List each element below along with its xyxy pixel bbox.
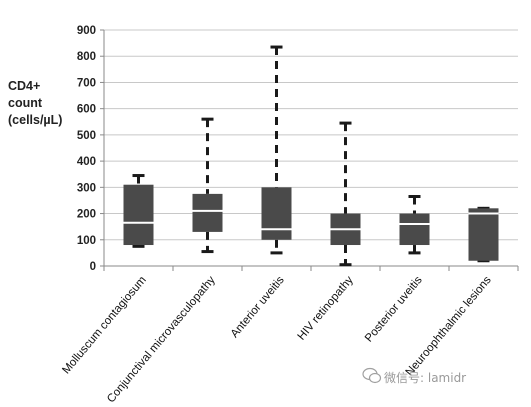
y-tick-label: 200 — [77, 209, 96, 221]
y-tick-label: 500 — [77, 130, 96, 142]
x-tick-label: Conjunctival microvasculopathy — [105, 274, 218, 402]
box-iqr — [261, 187, 292, 240]
y-tick-label: 900 — [77, 25, 96, 37]
y-tick-label: 600 — [77, 104, 96, 116]
y-tick-label: 400 — [77, 156, 96, 168]
x-tick-label: Anterior uveitis — [229, 274, 287, 340]
x-tick-label: HIV retinopathy — [296, 274, 356, 343]
y-axis-title-line: CD4+ — [8, 79, 41, 93]
watermark-text: 微信号: lamidr — [384, 371, 467, 385]
y-tick-label: 800 — [77, 51, 96, 63]
box-iqr — [192, 193, 223, 232]
y-tick-label: 0 — [90, 261, 96, 273]
y-axis-title: CD4+ count (cells/µL) — [8, 78, 88, 129]
y-tick-label: 300 — [77, 182, 96, 194]
y-tick-label: 700 — [77, 77, 96, 89]
x-tick-label: Posterior uveitis — [363, 274, 425, 345]
y-axis-title-line: count — [8, 96, 43, 110]
box-iqr — [123, 184, 154, 246]
box-iqr — [399, 213, 430, 246]
y-axis-title-line: (cells/µL) — [8, 113, 63, 127]
y-tick-label: 100 — [77, 235, 96, 247]
wechat-icon — [362, 367, 382, 384]
box-iqr — [468, 208, 499, 261]
